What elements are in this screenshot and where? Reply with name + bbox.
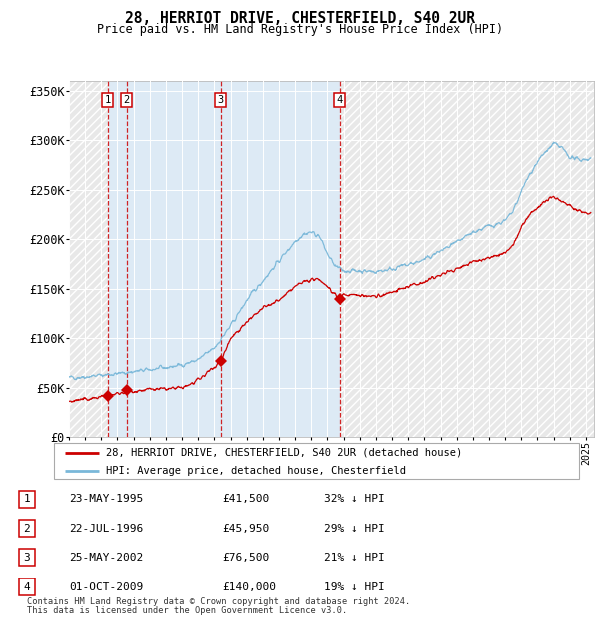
Text: £41,500: £41,500 — [222, 494, 269, 505]
Text: £76,500: £76,500 — [222, 552, 269, 563]
Text: 2: 2 — [23, 523, 31, 534]
Text: 1: 1 — [104, 95, 111, 105]
FancyBboxPatch shape — [19, 549, 35, 566]
Text: HPI: Average price, detached house, Chesterfield: HPI: Average price, detached house, Ches… — [107, 466, 407, 476]
Text: £140,000: £140,000 — [222, 582, 276, 592]
Text: Contains HM Land Registry data © Crown copyright and database right 2024.: Contains HM Land Registry data © Crown c… — [27, 597, 410, 606]
Text: Price paid vs. HM Land Registry's House Price Index (HPI): Price paid vs. HM Land Registry's House … — [97, 23, 503, 36]
FancyBboxPatch shape — [19, 578, 35, 595]
Text: 01-OCT-2009: 01-OCT-2009 — [69, 582, 143, 592]
FancyBboxPatch shape — [54, 443, 579, 479]
Text: 2: 2 — [124, 95, 130, 105]
Text: 4: 4 — [23, 582, 31, 592]
Text: 3: 3 — [218, 95, 224, 105]
Bar — [340, 81, 594, 437]
Text: £45,950: £45,950 — [222, 523, 269, 534]
Text: 22-JUL-1996: 22-JUL-1996 — [69, 523, 143, 534]
FancyBboxPatch shape — [19, 520, 35, 537]
Text: 25-MAY-2002: 25-MAY-2002 — [69, 552, 143, 563]
Text: 4: 4 — [337, 95, 343, 105]
Bar — [107, 81, 340, 437]
Text: This data is licensed under the Open Government Licence v3.0.: This data is licensed under the Open Gov… — [27, 606, 347, 615]
Text: 32% ↓ HPI: 32% ↓ HPI — [324, 494, 385, 505]
Bar — [69, 81, 107, 437]
FancyBboxPatch shape — [19, 491, 35, 508]
Text: 21% ↓ HPI: 21% ↓ HPI — [324, 552, 385, 563]
Bar — [340, 81, 594, 437]
Text: 3: 3 — [23, 552, 31, 563]
Text: 1: 1 — [23, 494, 31, 505]
Bar — [69, 81, 107, 437]
Text: 28, HERRIOT DRIVE, CHESTERFIELD, S40 2UR (detached house): 28, HERRIOT DRIVE, CHESTERFIELD, S40 2UR… — [107, 448, 463, 458]
Text: 23-MAY-1995: 23-MAY-1995 — [69, 494, 143, 505]
Text: 28, HERRIOT DRIVE, CHESTERFIELD, S40 2UR: 28, HERRIOT DRIVE, CHESTERFIELD, S40 2UR — [125, 11, 475, 25]
Text: 19% ↓ HPI: 19% ↓ HPI — [324, 582, 385, 592]
Text: 29% ↓ HPI: 29% ↓ HPI — [324, 523, 385, 534]
